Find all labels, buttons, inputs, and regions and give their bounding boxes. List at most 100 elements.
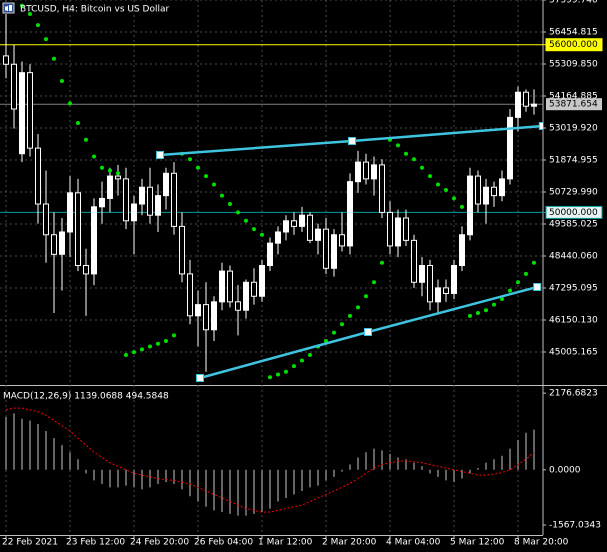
x-tick-label: 23 Feb 12:00	[66, 538, 125, 548]
y-tick-label: 57599.740	[549, 0, 598, 6]
macd-title: MACD(12,26,9) 1139.0688 494.5848	[3, 392, 169, 402]
y-tick-label: 0.0000	[549, 465, 581, 475]
chart-title: BTCUSD, H4: Bitcoin vs US Dollar	[20, 5, 169, 15]
trendline-anchor	[538, 121, 543, 130]
candle-body	[75, 192, 81, 267]
level-label: 50000.000	[549, 208, 598, 218]
level-label-box	[545, 38, 603, 52]
candle-body	[123, 178, 129, 222]
sar-dot	[244, 218, 248, 223]
candle-body	[491, 186, 497, 197]
sar-dot	[220, 193, 224, 198]
candle-body	[227, 270, 233, 303]
x-tick-label: 26 Feb 04:00	[194, 538, 253, 548]
sar-dot	[308, 352, 312, 357]
x-tick-label: 8 Mar 20:00	[514, 538, 569, 548]
sar-dot	[524, 271, 528, 276]
sar-dot	[476, 311, 480, 316]
sar-dot	[348, 313, 352, 318]
sar-dot	[188, 157, 192, 162]
sar-dot	[508, 288, 512, 293]
candle-body	[19, 72, 25, 155]
sar-dot	[516, 280, 520, 285]
sar-dot	[196, 165, 200, 170]
candle-body	[275, 231, 281, 244]
y-tick-label: 46150.130	[549, 316, 598, 326]
candle-body	[251, 281, 257, 297]
candle-body	[419, 265, 425, 283]
signal-line	[5, 407, 535, 513]
sar-dot	[260, 232, 264, 237]
sar-dot	[164, 338, 168, 343]
sar-dot	[28, 11, 32, 16]
level-label-box	[545, 205, 603, 219]
candle-body	[283, 220, 289, 233]
x-tick-label: 1 Mar 12:00	[258, 538, 313, 548]
sar-dot	[204, 174, 208, 179]
candle-body	[11, 63, 17, 110]
sar-dot	[460, 204, 464, 209]
grid	[0, 0, 543, 535]
sar-dot	[76, 120, 80, 125]
candle-body	[459, 234, 465, 267]
sar-dot	[132, 350, 136, 355]
candle-body	[235, 301, 241, 311]
candle-body	[163, 172, 169, 197]
trendline-anchor	[533, 282, 542, 291]
candle-body	[451, 265, 457, 294]
candle-body	[59, 231, 65, 255]
candle-body	[523, 91, 529, 107]
sar-dot	[356, 305, 360, 310]
candle-body	[179, 225, 185, 275]
candle-body	[531, 103, 537, 107]
candle-body	[267, 242, 273, 267]
sar-dot	[468, 313, 472, 318]
sar-dot	[396, 143, 400, 148]
macd-plot	[5, 407, 535, 516]
candle-body	[115, 175, 121, 180]
candle-body	[27, 72, 33, 149]
sar-dot	[92, 154, 96, 159]
candle-body	[67, 192, 73, 233]
candle-body	[219, 270, 225, 303]
y-tick-label: 49585.025	[549, 220, 598, 230]
sar-dot	[212, 182, 216, 187]
candle-body	[211, 301, 217, 331]
candle-body	[507, 116, 513, 180]
candle-body	[131, 203, 137, 222]
sar-dot	[68, 101, 72, 106]
x-tick-label: 24 Feb 20:00	[130, 538, 189, 548]
sar-dot	[452, 196, 456, 201]
sar-dot	[292, 364, 296, 369]
candle-body	[3, 55, 9, 65]
candle-body	[515, 91, 521, 118]
sar-dot	[108, 168, 112, 173]
last-price-box	[546, 98, 602, 111]
candle-body	[195, 304, 201, 317]
candle-body	[107, 175, 113, 199]
candle-body	[91, 206, 97, 275]
sar-dot	[284, 369, 288, 374]
candle-body	[427, 265, 433, 303]
y-tick-label: 56454.815	[549, 28, 598, 38]
trendline-anchor	[156, 150, 164, 159]
y-tick-label: -1567.0343	[549, 521, 601, 531]
candle-body	[187, 273, 193, 317]
candle-body	[299, 214, 305, 227]
y-tick-label: 55309.850	[549, 60, 598, 70]
y-tick-label: 45005.165	[549, 348, 598, 358]
candle-body	[475, 175, 481, 205]
candle-body	[443, 287, 449, 294]
candle-body	[147, 186, 153, 216]
sar-dot	[268, 375, 272, 380]
sar-dot	[124, 352, 128, 357]
y-tick-label: 2176.6823	[549, 389, 598, 399]
sar-dot	[20, 3, 24, 8]
y-tick-label: 50729.990	[549, 188, 598, 198]
level-label: 56000.000	[549, 40, 598, 50]
candle-body	[355, 161, 361, 183]
last-price-label: 53871.654	[549, 100, 598, 110]
sar-dot	[428, 174, 432, 179]
y-tick-label: 47295.095	[549, 284, 598, 294]
